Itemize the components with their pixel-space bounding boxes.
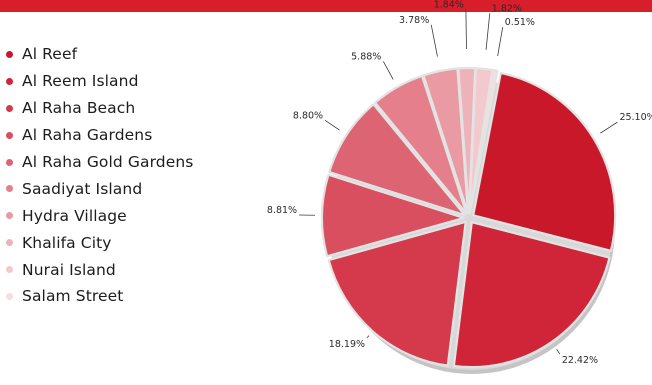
legend-label: Khalifa City (22, 233, 112, 252)
pie-slice (452, 221, 611, 369)
legend-marker (6, 104, 13, 112)
legend-item: Nurai Island (6, 256, 256, 283)
legend-label: Al Raha Beach (22, 99, 136, 118)
pie-slice (320, 173, 466, 258)
pie-slice (374, 74, 468, 215)
legend-label: Saadiyat Island (22, 179, 143, 198)
legend-marker (6, 131, 13, 139)
legend-item: Al Reef (6, 41, 256, 68)
legend-item: Saadiyat Island (6, 175, 256, 202)
slice-value-label: 8.81% (267, 205, 297, 216)
legend-marker (6, 158, 13, 166)
legend-item: Khalifa City (6, 229, 256, 256)
leader-line (324, 120, 340, 131)
legend-marker (6, 50, 13, 58)
legend-item: Al Reem Island (6, 68, 256, 95)
legend-item: Al Raha Beach (6, 95, 256, 122)
slice-value-label: 0.51% (505, 17, 535, 28)
legend-item: Salam Street (6, 283, 256, 310)
legend-label: Al Raha Gardens (22, 126, 153, 145)
leader-line (556, 348, 561, 355)
legend-item: Hydra Village (6, 202, 256, 229)
slice-value-label: 8.80% (293, 110, 323, 121)
legend-marker (6, 212, 13, 220)
leader-line (382, 61, 394, 80)
legend-marker (6, 239, 13, 247)
legend-marker (6, 77, 13, 85)
leader-line (430, 24, 438, 57)
pie-slice (327, 220, 467, 367)
legend-marker (6, 292, 13, 300)
legend-label: Al Raha Gold Gardens (22, 153, 194, 171)
legend-label: Al Reem Island (22, 72, 139, 91)
slice-value-label: 3.78% (399, 15, 429, 26)
legend-label: Hydra Village (22, 206, 127, 225)
slice-value-label: 1.84% (434, 0, 464, 10)
legend-marker (6, 266, 13, 274)
slice-value-label: 5.88% (351, 51, 381, 62)
chart-legend: Al Reef Al Reem Island Al Raha Beach Al Rah… (6, 41, 256, 310)
legend-label: Salam Street (22, 287, 124, 306)
pie-slice (468, 68, 499, 215)
title-banner (0, 0, 652, 12)
legend-marker (6, 185, 13, 193)
leader-line (366, 335, 370, 339)
leader-line (485, 13, 491, 50)
leader-line (497, 26, 504, 57)
legend-label: Nurai Island (22, 260, 116, 279)
slice-value-label: 1.82% (492, 3, 522, 14)
leader-line (600, 121, 618, 134)
slice-value-label: 25.10% (619, 112, 652, 123)
pie-slice (472, 71, 617, 252)
leader-line (465, 9, 467, 49)
legend-item: Al Raha Gold Gardens (6, 149, 256, 176)
slice-value-label: 22.42% (562, 355, 598, 366)
legend-item: Al Raha Gardens (6, 122, 256, 149)
slice-value-label: 18.19% (329, 339, 365, 350)
legend-label: Al Reef (22, 45, 78, 64)
pie-slice (328, 103, 466, 217)
